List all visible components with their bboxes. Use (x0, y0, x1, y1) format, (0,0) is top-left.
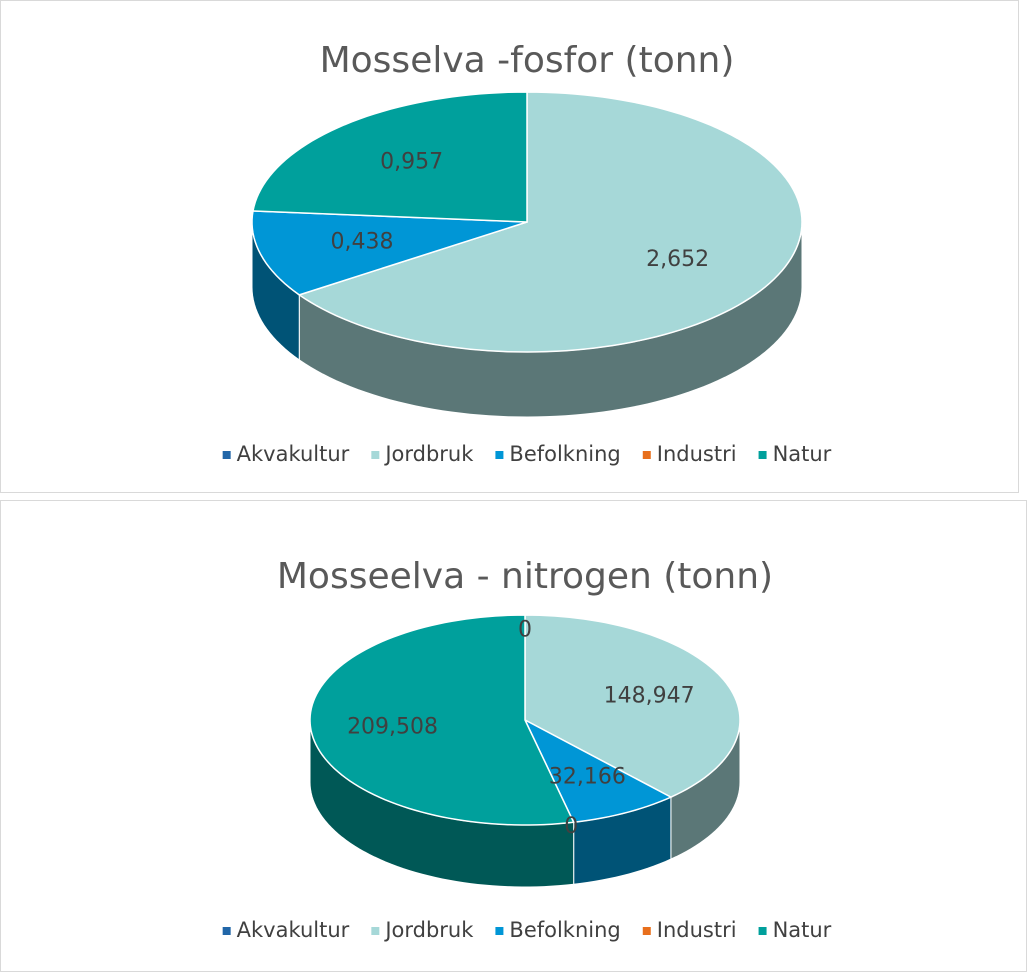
legend-swatch (495, 451, 504, 459)
legend-swatch (222, 451, 231, 459)
data-label: 0 (518, 617, 532, 642)
data-label: 0 (564, 814, 578, 839)
data-label: 2,652 (646, 247, 709, 272)
legend-swatch (642, 927, 651, 935)
legend-swatch (758, 927, 767, 935)
legend-label: Befolkning (509, 918, 620, 942)
legend-label: Akvakultur (237, 918, 350, 942)
pie-slice (523, 718, 673, 824)
data-label: 0,957 (380, 150, 443, 175)
data-label: 32,166 (549, 765, 626, 790)
legend-swatch (371, 927, 380, 935)
data-label: 148,947 (604, 683, 695, 708)
pie-slice (524, 614, 741, 798)
chart-title: Mosseelva - nitrogen (tonn) (277, 556, 773, 597)
legend-swatch (495, 927, 504, 935)
legend-label: Industri (657, 918, 737, 942)
legend-swatch (222, 927, 231, 935)
legend-label: Natur (773, 442, 832, 466)
legend-label: Akvakultur (237, 442, 350, 466)
legend-label: Befolkning (509, 442, 620, 466)
pie-slice (251, 210, 528, 296)
legend-label: Natur (773, 918, 832, 942)
legend-label: Industri (657, 442, 737, 466)
pie-slice (309, 614, 575, 826)
legend-label: Jordbruk (383, 442, 474, 466)
legend-swatch (371, 451, 380, 459)
data-label: 209,508 (347, 714, 438, 739)
legend-label: Jordbruk (383, 918, 474, 942)
legend-swatch (758, 451, 767, 459)
chart-title: Mosselva -fosfor (tonn) (320, 40, 735, 81)
pie-slice (252, 91, 528, 223)
legend-swatch (642, 451, 651, 459)
data-label: 0,438 (331, 229, 394, 254)
pie-slice (297, 91, 803, 353)
